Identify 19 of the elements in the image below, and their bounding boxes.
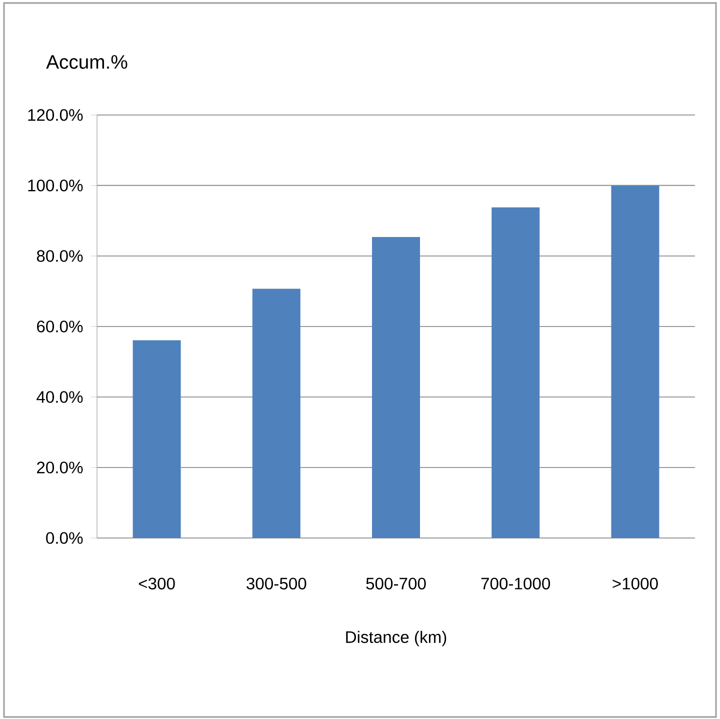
y-tick-label: 120.0% xyxy=(28,109,83,121)
y-tick-label: 100.0% xyxy=(28,180,83,192)
x-axis-title: Distance (km) xyxy=(346,630,446,646)
y-tick-label: 20.0% xyxy=(37,462,83,474)
y-tick-label: 60.0% xyxy=(37,320,83,332)
y-tick-label: 80.0% xyxy=(36,250,83,262)
bar xyxy=(611,185,660,538)
bar xyxy=(492,207,540,538)
x-tick-label: >1000 xyxy=(612,578,658,590)
y-tick-label: 0.0% xyxy=(46,532,83,544)
bar xyxy=(132,340,181,538)
x-tick-label: 500-700 xyxy=(366,578,426,590)
y-tick-label: 40.0% xyxy=(36,391,83,403)
x-tick-label: <300 xyxy=(138,578,175,590)
bar xyxy=(252,288,300,538)
bar xyxy=(372,236,420,538)
y-axis-title: Accum.% xyxy=(46,55,128,69)
x-tick-label: 300-500 xyxy=(246,578,306,590)
x-tick-label: 700-1000 xyxy=(481,578,550,590)
